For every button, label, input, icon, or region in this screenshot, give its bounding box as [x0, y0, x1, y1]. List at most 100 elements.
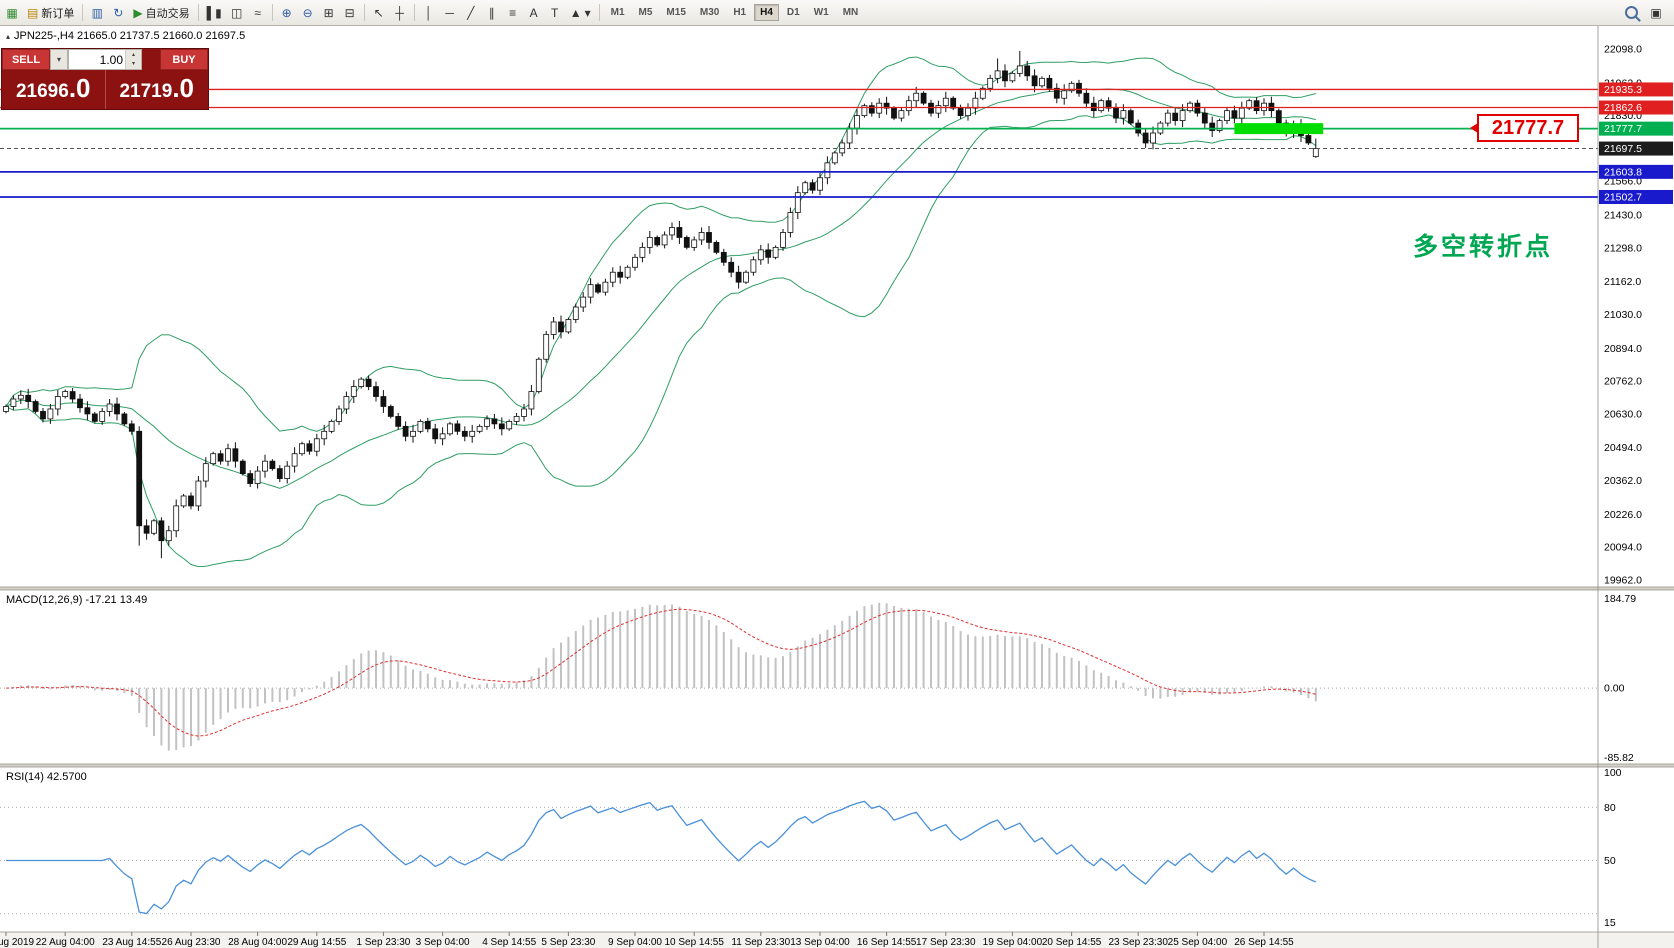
svg-text:5 Sep 23:30: 5 Sep 23:30 — [541, 937, 595, 948]
svg-text:29 Aug 14:55: 29 Aug 14:55 — [287, 937, 346, 948]
svg-text:21030.0: 21030.0 — [1604, 309, 1642, 321]
crosshair-icon[interactable]: ┼ — [390, 3, 410, 23]
autotrade-play-icon: ▶ — [133, 5, 143, 20]
svg-text:0.00: 0.00 — [1604, 683, 1625, 695]
trendline-icon[interactable]: ╱ — [461, 3, 481, 23]
one-click-trading-panel: SELL ▾ ▴ ▾ BUY 21696.0 21719.0 — [1, 48, 209, 110]
svg-text:21935.3: 21935.3 — [1604, 84, 1642, 96]
svg-text:25 Sep 04:00: 25 Sep 04:00 — [1168, 937, 1228, 948]
toolbar-separator — [363, 4, 365, 21]
svg-text:19 Sep 04:00: 19 Sep 04:00 — [983, 937, 1043, 948]
zoom-out-icon[interactable]: ⊖ — [298, 3, 318, 23]
volume-up-button[interactable]: ▴ — [126, 50, 142, 60]
line-chart-icon[interactable]: ≈ — [248, 3, 268, 23]
cursor-icon[interactable]: ↖ — [369, 3, 389, 23]
buy-price[interactable]: 21719.0 — [119, 73, 195, 103]
svg-text:50: 50 — [1604, 855, 1616, 867]
shapes-icon[interactable]: ▲ ▾ — [566, 3, 595, 23]
svg-text:80: 80 — [1604, 802, 1616, 814]
tile-windows-icon[interactable]: ⊟ — [340, 3, 360, 23]
svg-text:21777.7: 21777.7 — [1604, 123, 1642, 135]
svg-text:20630.0: 20630.0 — [1604, 408, 1642, 420]
refresh-icon[interactable]: ↻ — [108, 3, 128, 23]
svg-text:MACD(12,26,9) -17.21 13.49: MACD(12,26,9) -17.21 13.49 — [6, 594, 147, 606]
svg-text:RSI(14) 42.5700: RSI(14) 42.5700 — [6, 771, 87, 783]
svg-text:20762.0: 20762.0 — [1604, 376, 1642, 388]
new-chart-icon[interactable]: ▦ — [2, 3, 22, 23]
svg-text:21862.6: 21862.6 — [1604, 102, 1642, 114]
new-order-icon: ▤ — [27, 5, 39, 20]
timeframe-m5[interactable]: M5 — [633, 4, 659, 21]
svg-text:21697.5: 21697.5 — [1604, 143, 1642, 155]
zoom-in-icon[interactable]: ⊕ — [277, 3, 297, 23]
volume-down-button[interactable]: ▾ — [126, 59, 142, 69]
svg-text:20894.0: 20894.0 — [1604, 343, 1642, 355]
svg-text:26 Aug 23:30: 26 Aug 23:30 — [162, 937, 221, 948]
timeframe-w1[interactable]: W1 — [808, 4, 835, 21]
text-label-icon[interactable]: T — [545, 3, 565, 23]
svg-text:15: 15 — [1604, 917, 1616, 929]
svg-text:20226.0: 20226.0 — [1604, 509, 1642, 521]
chevron-down-icon: ▾ — [584, 5, 591, 20]
svg-text:23 Sep 23:30: 23 Sep 23:30 — [1108, 937, 1168, 948]
chart-canvas[interactable]: MACD(12,26,9) -17.21 13.49 184.79 0.00 -85.… — [0, 26, 1674, 948]
svg-text:20362.0: 20362.0 — [1604, 475, 1642, 487]
svg-text:11 Sep 23:30: 11 Sep 23:30 — [731, 937, 790, 948]
svg-text:20094.0: 20094.0 — [1604, 542, 1642, 554]
volume-stepper: ▴ ▾ — [125, 50, 142, 69]
svg-text:3 Sep 04:00: 3 Sep 04:00 — [416, 937, 470, 948]
chart-workspace: MACD(12,26,9) -17.21 13.49 184.79 0.00 -85.… — [0, 26, 1674, 948]
timeframe-h4[interactable]: H4 — [754, 4, 779, 21]
timeframe-toolbar: M1 M5 M15 M30 H1 H4 D1 W1 MN — [604, 4, 866, 21]
grid-icon[interactable]: ⊞ — [319, 3, 339, 23]
candlestick-chart-icon[interactable]: ◫ — [227, 3, 247, 23]
profiles-icon[interactable]: ▥ — [87, 3, 107, 23]
volume-dropdown-button[interactable]: ▾ — [50, 49, 69, 70]
timeframe-m30[interactable]: M30 — [694, 4, 725, 21]
timeframe-h1[interactable]: H1 — [727, 4, 752, 21]
price-callout[interactable]: 21777.7 — [1470, 114, 1579, 142]
svg-text:13 Sep 04:00: 13 Sep 04:00 — [790, 937, 850, 948]
svg-text:20494.0: 20494.0 — [1604, 442, 1642, 454]
buy-button[interactable]: BUY — [160, 49, 208, 70]
toolbar-separator — [82, 4, 84, 21]
svg-text:23 Aug 14:55: 23 Aug 14:55 — [102, 937, 161, 948]
svg-text:19962.0: 19962.0 — [1604, 574, 1642, 586]
fibonacci-icon[interactable]: ≡ — [503, 3, 523, 23]
toolbar-separator — [271, 4, 273, 21]
toolbar-right-group: ▣ — [1621, 3, 1672, 23]
vertical-line-icon[interactable]: │ — [419, 3, 439, 23]
svg-text:100: 100 — [1604, 767, 1622, 779]
autotrade-label: 自动交易 — [145, 7, 190, 20]
svg-text:10 Sep 14:55: 10 Sep 14:55 — [664, 937, 724, 948]
svg-text:21430.0: 21430.0 — [1604, 210, 1642, 222]
timeframe-m1[interactable]: M1 — [605, 4, 631, 21]
sell-button[interactable]: SELL — [2, 49, 50, 70]
svg-text:9 Sep 04:00: 9 Sep 04:00 — [608, 937, 662, 948]
volume-input[interactable] — [69, 50, 126, 69]
svg-text:21162.0: 21162.0 — [1604, 276, 1641, 288]
svg-text:16 Sep 14:55: 16 Sep 14:55 — [857, 937, 917, 948]
new-order-label: 新订单 — [41, 7, 75, 20]
svg-text:21298.0: 21298.0 — [1604, 242, 1642, 254]
annotation-text[interactable]: 多空转折点 — [1412, 233, 1553, 261]
svg-text:1 Sep 23:30: 1 Sep 23:30 — [356, 937, 410, 948]
channel-icon[interactable]: ∥ — [482, 3, 502, 23]
timeframe-d1[interactable]: D1 — [781, 4, 806, 21]
chart-ohlc-readout: ▴ JPN225-,H4 21665.0 21737.5 21660.0 216… — [6, 30, 246, 42]
search-icon[interactable] — [1621, 3, 1642, 23]
new-order-button[interactable]: ▤ 新订单 — [23, 3, 78, 23]
svg-text:184.79: 184.79 — [1604, 593, 1636, 605]
sell-price[interactable]: 21696.0 — [15, 73, 91, 103]
autotrade-button[interactable]: ▶ 自动交易 — [129, 3, 193, 23]
panels-icon[interactable]: ▣ — [1646, 3, 1666, 23]
horizontal-line-icon[interactable]: ─ — [440, 3, 460, 23]
timeframe-m15[interactable]: M15 — [660, 4, 691, 21]
text-icon[interactable]: A — [524, 3, 544, 23]
bar-chart-icon[interactable]: ▌▮ — [203, 3, 226, 23]
svg-text:20 Aug 2019: 20 Aug 2019 — [0, 937, 35, 948]
svg-text:20 Sep 14:55: 20 Sep 14:55 — [1042, 937, 1102, 948]
timeframe-mn[interactable]: MN — [837, 4, 865, 21]
toolbar-separator — [197, 4, 199, 21]
